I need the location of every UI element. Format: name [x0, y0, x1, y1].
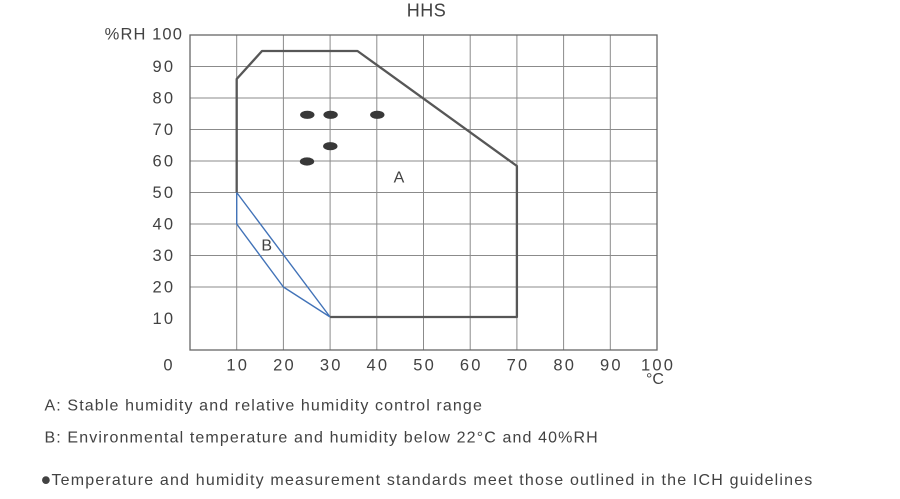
svg-text:B: B	[261, 238, 272, 255]
svg-text:50: 50	[413, 357, 436, 375]
svg-text:30: 30	[153, 247, 176, 265]
svg-text:40: 40	[367, 357, 390, 375]
svg-text:50: 50	[153, 184, 176, 202]
svg-text:°C: °C	[646, 371, 664, 388]
svg-text:80: 80	[553, 357, 576, 375]
svg-text:A: A	[394, 170, 405, 187]
svg-text:40: 40	[153, 216, 176, 234]
svg-text:20: 20	[153, 279, 176, 297]
svg-text:100: 100	[641, 357, 675, 375]
svg-text:70: 70	[153, 121, 176, 139]
svg-text:90: 90	[600, 357, 623, 375]
svg-text:10: 10	[226, 357, 249, 375]
svg-text:60: 60	[460, 357, 483, 375]
svg-text:%RH 100: %RH 100	[105, 26, 183, 44]
svg-text:B: Environmental temperature a: B: Environmental temperature and humidit…	[45, 430, 599, 447]
svg-text:HHS: HHS	[407, 1, 447, 21]
svg-text:0: 0	[163, 357, 174, 375]
svg-text:20: 20	[273, 357, 296, 375]
svg-text:90: 90	[153, 58, 176, 76]
svg-text:70: 70	[507, 357, 530, 375]
svg-text:A: Stable humidity and relativ: A: Stable humidity and relative humidity…	[45, 398, 483, 415]
svg-text:10: 10	[153, 310, 176, 328]
svg-text:30: 30	[320, 357, 343, 375]
svg-text:Temperature and humidity measu: Temperature and humidity measurement sta…	[52, 472, 814, 489]
svg-text:80: 80	[153, 90, 176, 108]
svg-text:60: 60	[153, 153, 176, 171]
